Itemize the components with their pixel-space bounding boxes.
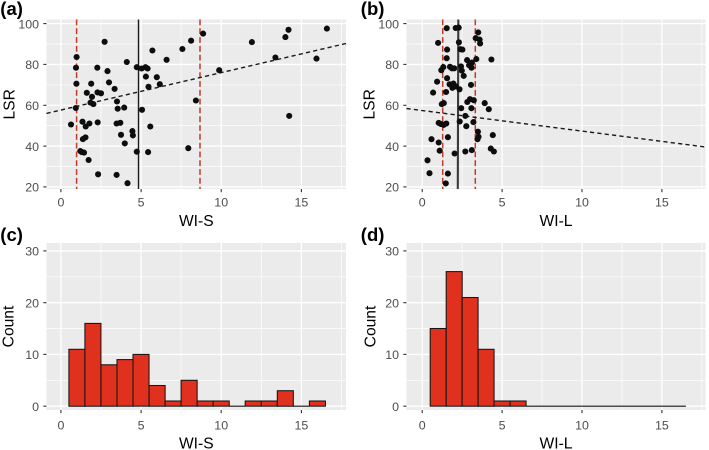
svg-text:20: 20 (385, 181, 399, 195)
svg-text:WI-S: WI-S (179, 435, 214, 450)
svg-text:10: 10 (25, 348, 39, 362)
svg-text:40: 40 (385, 140, 399, 154)
svg-text:80: 80 (25, 58, 39, 72)
svg-text:(a): (a) (0, 0, 23, 19)
svg-text:40: 40 (25, 140, 39, 154)
svg-text:Count: Count (1, 305, 18, 347)
svg-text:(b): (b) (361, 0, 385, 19)
svg-text:0: 0 (57, 418, 64, 432)
svg-text:80: 80 (385, 58, 399, 72)
svg-text:WI-L: WI-L (540, 213, 573, 230)
svg-text:0: 0 (57, 196, 64, 210)
svg-text:60: 60 (385, 99, 399, 113)
svg-text:LSR: LSR (2, 89, 19, 119)
svg-text:5: 5 (499, 418, 506, 432)
svg-text:WI-L: WI-L (540, 435, 573, 450)
svg-text:0: 0 (392, 400, 399, 414)
svg-text:WI-S: WI-S (179, 213, 214, 230)
svg-text:LSR: LSR (362, 89, 379, 119)
svg-text:10: 10 (575, 196, 589, 210)
svg-text:15: 15 (655, 418, 669, 432)
svg-text:10: 10 (214, 418, 228, 432)
svg-text:20: 20 (385, 297, 399, 311)
svg-text:10: 10 (575, 418, 589, 432)
svg-text:Count: Count (363, 305, 380, 347)
svg-text:30: 30 (385, 245, 399, 259)
svg-text:15: 15 (295, 418, 309, 432)
svg-text:60: 60 (25, 99, 39, 113)
svg-text:30: 30 (25, 245, 39, 259)
svg-text:5: 5 (138, 196, 145, 210)
svg-text:(d): (d) (361, 224, 385, 245)
svg-text:0: 0 (419, 196, 426, 210)
svg-text:0: 0 (32, 400, 39, 414)
svg-text:20: 20 (25, 181, 39, 195)
svg-text:100: 100 (18, 17, 39, 31)
svg-text:15: 15 (295, 196, 309, 210)
svg-text:10: 10 (214, 196, 228, 210)
svg-text:0: 0 (419, 418, 426, 432)
svg-text:10: 10 (385, 348, 399, 362)
svg-text:5: 5 (499, 196, 506, 210)
svg-text:5: 5 (138, 418, 145, 432)
svg-text:100: 100 (378, 17, 399, 31)
svg-text:15: 15 (655, 196, 669, 210)
svg-text:20: 20 (25, 297, 39, 311)
svg-text:(c): (c) (0, 224, 23, 245)
